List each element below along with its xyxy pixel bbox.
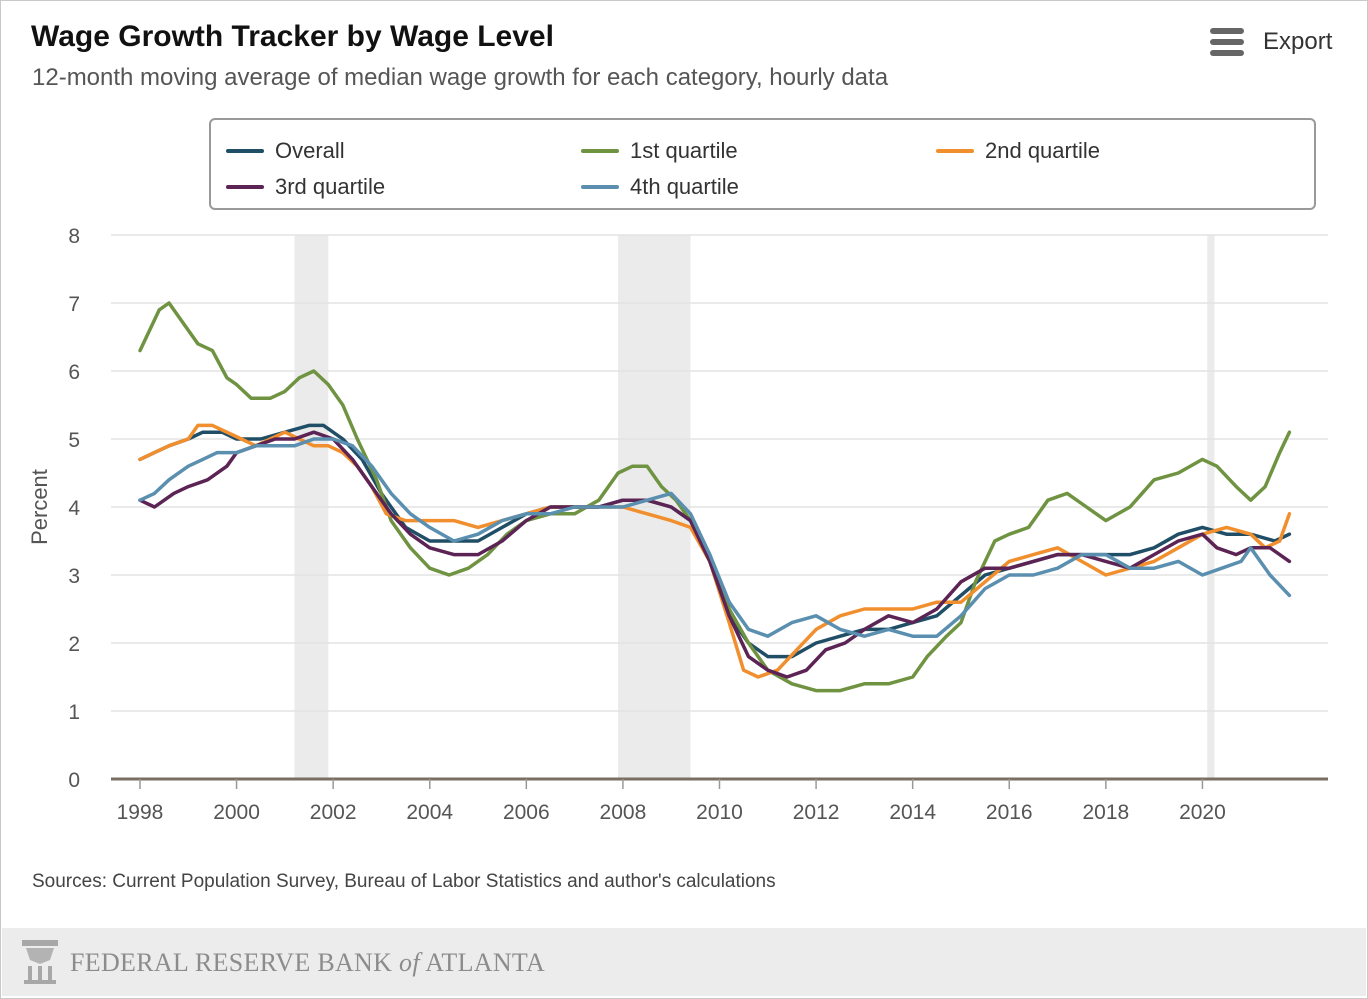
footer-bar: FEDERAL RESERVE BANK of ATLANTA (2, 928, 1366, 996)
y-tick-label: 6 (68, 361, 80, 384)
x-tick-label: 2016 (986, 801, 1033, 824)
legend-item-overall[interactable]: Overall (226, 138, 345, 164)
source-note: Sources: Current Population Survey, Bure… (32, 871, 776, 892)
x-tick-label: 2008 (600, 801, 647, 824)
x-tick-label: 2014 (889, 801, 936, 824)
y-tick-label: 5 (68, 429, 80, 452)
y-tick-label: 8 (68, 225, 80, 248)
export-label: Export (1263, 28, 1333, 55)
y-tick-label: 0 (68, 769, 80, 792)
legend-item-3rd-quartile[interactable]: 3rd quartile (226, 174, 385, 200)
export-button[interactable]: Export (1210, 28, 1332, 56)
legend-label: 1st quartile (630, 138, 738, 163)
legend-label: 4th quartile (630, 174, 739, 199)
legend-swatch (581, 185, 619, 189)
y-tick-label: 3 (68, 565, 80, 588)
x-tick-label: 2020 (1179, 801, 1226, 824)
legend-label: Overall (275, 138, 345, 163)
x-tick-label: 2012 (793, 801, 840, 824)
series-line-3rd-quartile (138, 430, 1292, 679)
y-tick-label: 7 (68, 293, 80, 316)
legend-item-1st-quartile[interactable]: 1st quartile (581, 138, 738, 164)
x-tick-label: 1998 (117, 801, 164, 824)
bank-name-city: ATLANTA (425, 948, 546, 977)
chart-legend: Overall 1st quartile 2nd quartile 3rd qu… (209, 118, 1316, 210)
series-line-2nd-quartile (138, 423, 1292, 679)
x-tick-label: 2002 (310, 801, 357, 824)
x-tick-label: 2000 (213, 801, 260, 824)
x-tick-label: 2004 (406, 801, 453, 824)
legend-item-4th-quartile[interactable]: 4th quartile (581, 174, 739, 200)
bank-name-of: of (399, 948, 420, 977)
x-tick-label: 2018 (1082, 801, 1129, 824)
legend-swatch (936, 149, 974, 153)
legend-swatch (226, 149, 264, 153)
y-axis-label: Percent (27, 469, 52, 545)
y-tick-label: 2 (68, 633, 80, 656)
eagle-seal-icon (22, 940, 58, 984)
chart-title: Wage Growth Tracker by Wage Level (31, 20, 554, 53)
bank-name-part: FEDERAL RESERVE BANK (70, 948, 393, 977)
series-line-4th-quartile (138, 437, 1292, 638)
legend-swatch (581, 149, 619, 153)
x-tick-label: 2010 (696, 801, 743, 824)
legend-label: 3rd quartile (275, 174, 386, 199)
hamburger-menu-icon (1210, 28, 1244, 56)
x-tick-label: 2006 (503, 801, 550, 824)
y-tick-label: 4 (68, 497, 80, 520)
legend-item-2nd-quartile[interactable]: 2nd quartile (936, 138, 1100, 164)
bank-name: FEDERAL RESERVE BANK of ATLANTA (70, 948, 545, 978)
chart-subtitle: 12-month moving average of median wage g… (32, 64, 889, 91)
y-tick-label: 1 (68, 701, 80, 724)
legend-swatch (226, 185, 264, 189)
legend-label: 2nd quartile (985, 138, 1100, 163)
